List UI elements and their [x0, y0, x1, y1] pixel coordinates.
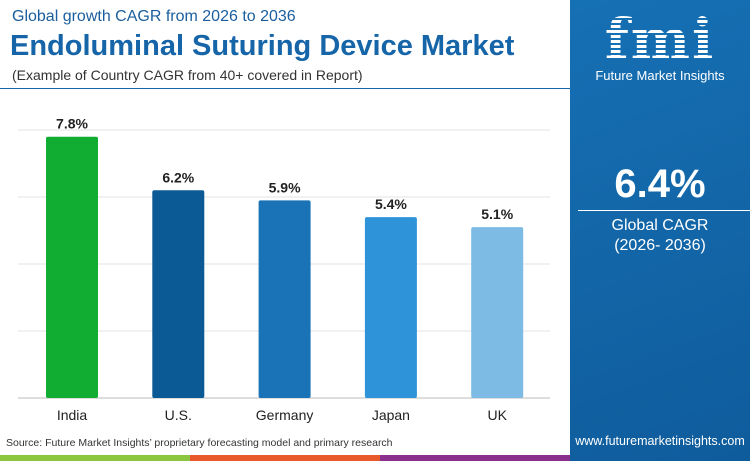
divider: [0, 88, 570, 89]
category-label: Japan: [372, 407, 410, 423]
side-panel: fmi Future Market Insights 6.4% Global C…: [570, 0, 750, 461]
bar-us: [152, 190, 205, 398]
cagr-divider: [578, 210, 750, 211]
cagr-period: (2026- 2036): [614, 237, 706, 254]
bar-chart: 7.8% India 6.2% U.S. 5.9% Germany 5.4% Japan 5.1…: [18, 116, 550, 423]
bar-japan: [364, 217, 417, 398]
data-label: 5.9%: [269, 179, 301, 195]
chart-subtitle: Global growth CAGR from 2026 to 2036: [12, 8, 296, 25]
data-label: 5.1%: [481, 206, 513, 222]
color-stripe: [380, 455, 570, 461]
cagr-label-text: Global CAGR: [611, 217, 709, 234]
color-stripe: [190, 455, 380, 461]
chart-title: Endoluminal Suturing Device Market: [10, 30, 515, 62]
category-label: Germany: [256, 407, 314, 423]
bar-germany: [258, 200, 311, 398]
fmi-logo: fmi Future Market Insights: [570, 10, 750, 83]
color-stripe: [0, 455, 190, 461]
cagr-label: Global CAGR (2026- 2036): [570, 216, 750, 256]
category-label: UK: [487, 407, 507, 423]
brand-name: Future Market Insights: [595, 68, 725, 83]
logo-mark: fmi: [570, 10, 750, 70]
data-label: 7.8%: [56, 116, 88, 132]
website-link[interactable]: www.futuremarketinsights.com: [575, 434, 745, 448]
data-label: 6.2%: [162, 169, 194, 185]
bar-uk: [471, 227, 524, 398]
global-cagr-value: 6.4%: [614, 162, 706, 206]
bar-india: [46, 136, 98, 398]
source-note: Source: Future Market Insights’ propriet…: [6, 437, 393, 449]
category-label: U.S.: [165, 407, 192, 423]
chart-note: (Example of Country CAGR from 40+ covere…: [12, 67, 363, 83]
data-label: 5.4%: [375, 196, 407, 212]
category-label: India: [57, 407, 88, 423]
